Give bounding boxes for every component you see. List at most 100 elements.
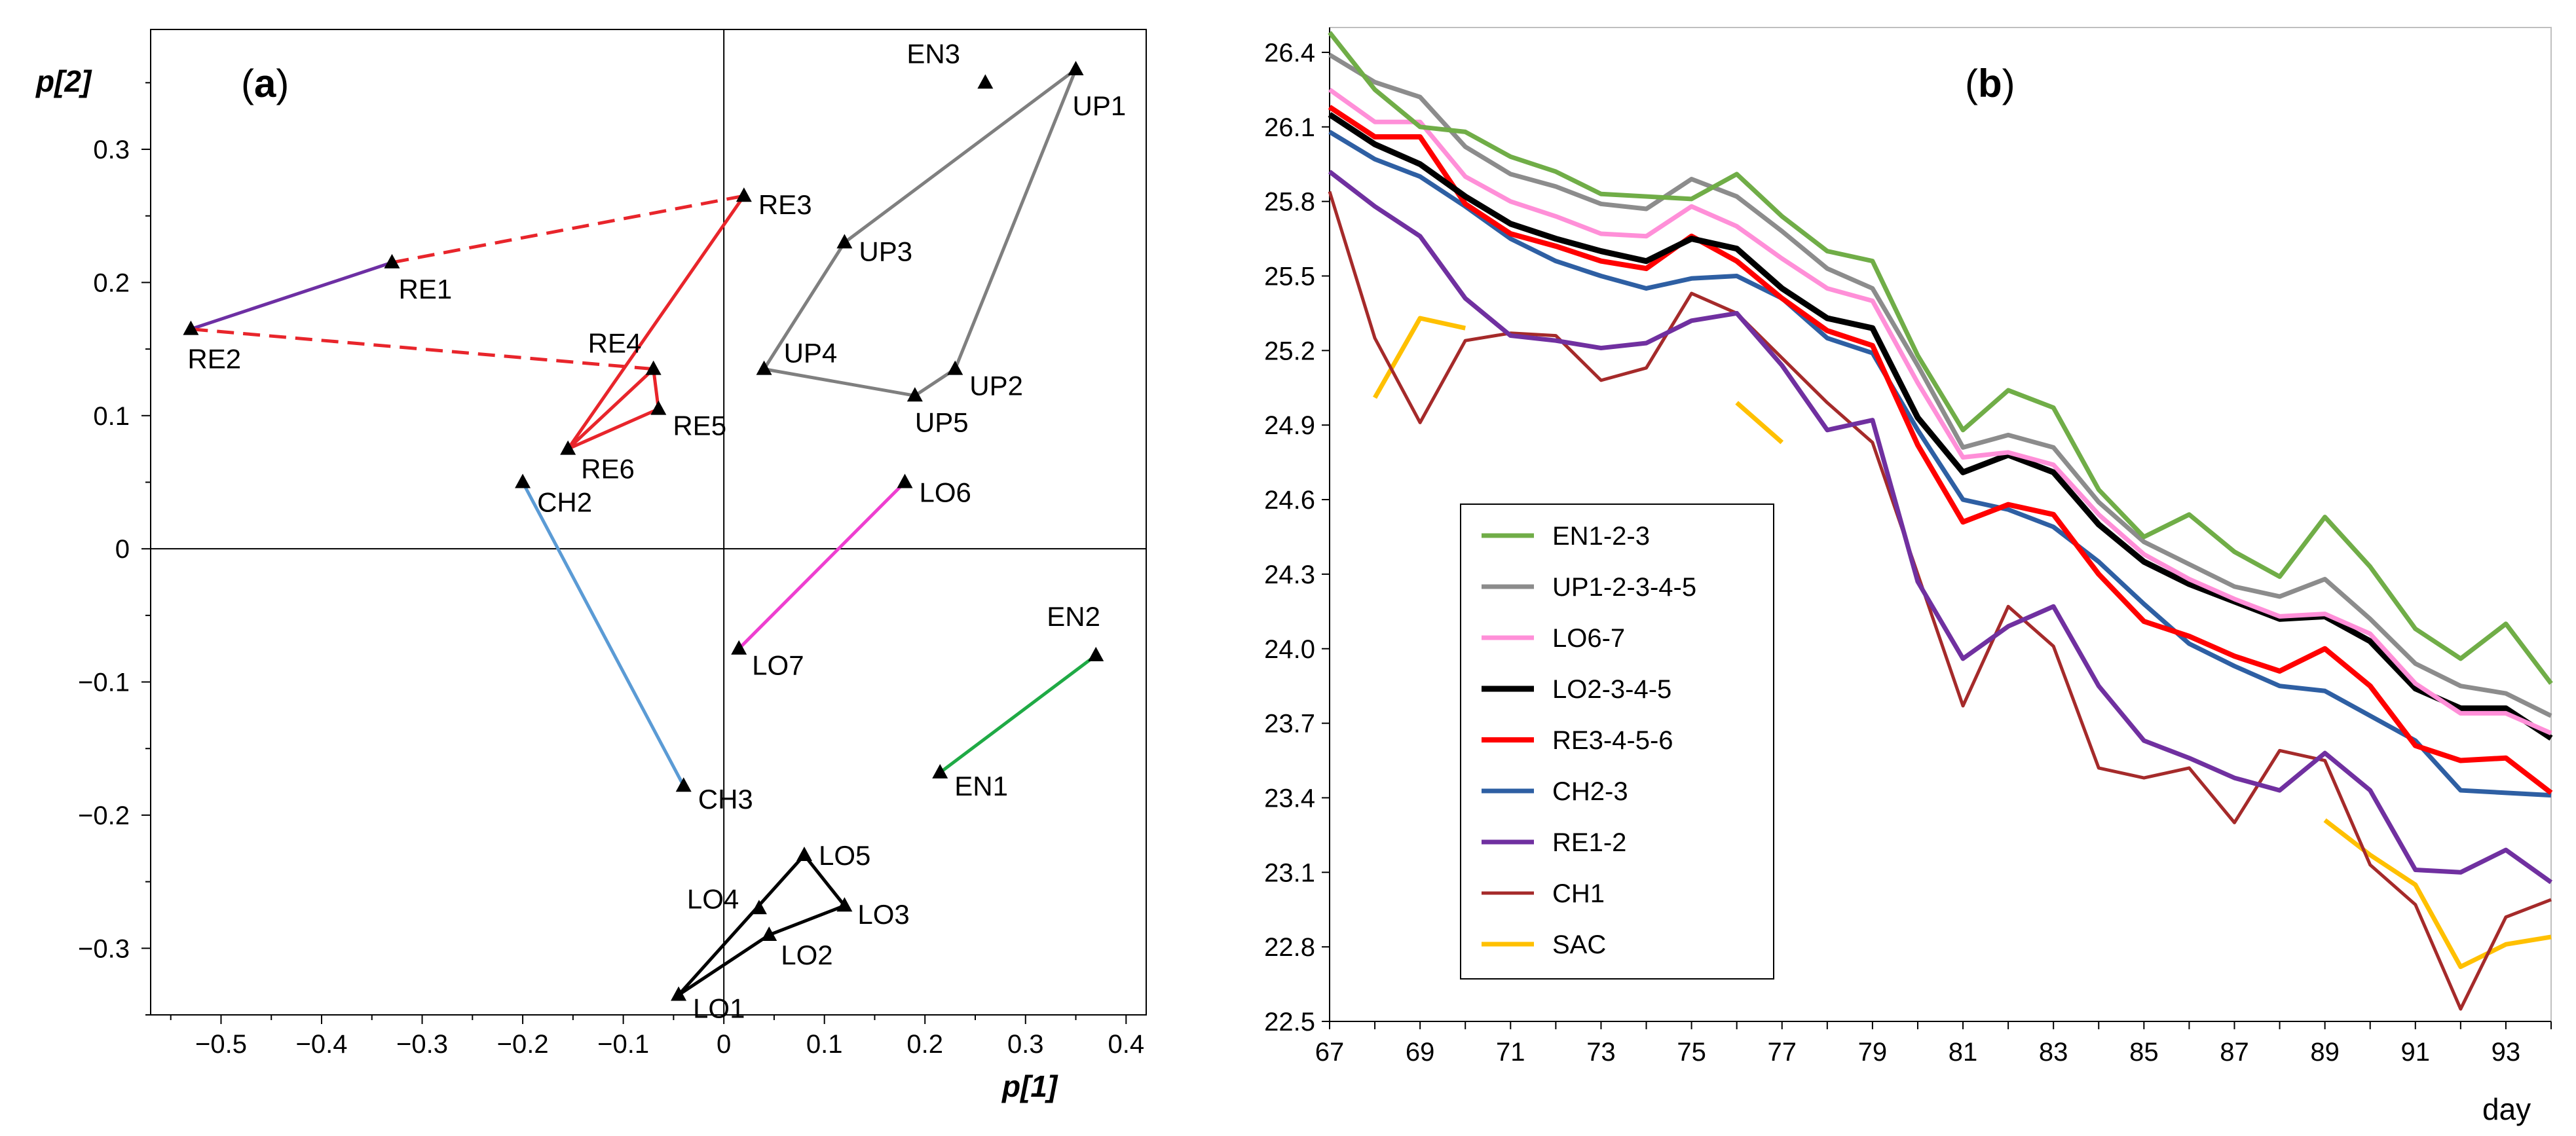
- connection-line: [939, 653, 1097, 774]
- x-tick-label: 0.3: [1007, 1030, 1044, 1059]
- legend-label: CH1: [1552, 879, 1605, 908]
- point-label-re1: RE1: [398, 274, 452, 304]
- x-tick-label: 87: [2220, 1038, 2249, 1067]
- y-tick-label: 23.1: [1264, 858, 1315, 887]
- connection-line: [737, 481, 906, 650]
- point-label-re5: RE5: [673, 411, 726, 441]
- x-tick-label: 85: [2129, 1038, 2159, 1067]
- y-tick-label: 22.8: [1264, 933, 1315, 962]
- y-tick-label: 0: [115, 535, 130, 564]
- y-tick-label: 23.7: [1264, 710, 1315, 739]
- panel-a-zero-lines: [151, 29, 1146, 1015]
- y-tick-label: 0.2: [93, 268, 130, 297]
- point-marker-re3: [736, 187, 752, 202]
- panel-b-line-chart: 22.5 22.8 23.1 23.4 23.7 24.0 24.3 24.6 24.9 25.2…: [1264, 27, 2553, 1126]
- legend-label: CH2-3: [1552, 777, 1628, 806]
- panel-a-title-letter: a: [254, 62, 276, 105]
- panel-a-connections: [190, 68, 1097, 997]
- panel-b-title: (b): [1965, 62, 2015, 105]
- x-tick-label: 81: [1949, 1038, 1978, 1067]
- point-label-ch3: CH3: [698, 784, 753, 815]
- y-tick-label: 0.3: [93, 136, 130, 164]
- panel-b-series: [1328, 31, 2553, 1011]
- point-label-lo6: LO6: [920, 477, 971, 507]
- y-tick-label: 24.0: [1264, 635, 1315, 664]
- legend-label: LO6-7: [1552, 624, 1625, 653]
- x-tick-label: −0.4: [296, 1030, 348, 1059]
- y-tick-label: 25.2: [1264, 337, 1315, 365]
- point-label-lo7: LO7: [752, 650, 804, 681]
- series-line-ch1: [1328, 191, 2552, 1011]
- x-tick-label: −0.3: [396, 1030, 448, 1059]
- series-line-re3-4-5-6: [1328, 105, 2553, 796]
- point-marker-up2: [947, 360, 963, 375]
- point-label-re4: RE4: [588, 328, 642, 359]
- connection-line: [392, 194, 745, 265]
- panel-b-legend: EN1-2-3 UP1-2-3-4-5 LO6-7 LO2-3-4-5 RE3-4-5-…: [1460, 504, 1774, 980]
- panel-b-xlabel: day: [2482, 1092, 2531, 1126]
- panel-a-xlabel: p[1]: [1001, 1069, 1058, 1103]
- point-marker-lo4: [751, 900, 767, 915]
- x-tick-label: 91: [2401, 1038, 2431, 1067]
- y-tick-label: −0.3: [78, 934, 130, 963]
- point-marker-lo3: [836, 897, 853, 912]
- x-tick-label: 0: [717, 1030, 731, 1059]
- point-marker-re4: [645, 360, 662, 375]
- panel-b-title-letter: b: [1978, 62, 2002, 105]
- legend-label: RE1-2: [1552, 828, 1626, 857]
- panel-a-ylabel: p[2]: [35, 64, 92, 98]
- x-tick-label: 93: [2492, 1038, 2521, 1067]
- point-label-re2: RE2: [187, 344, 241, 375]
- series-line-ch2-3: [1328, 130, 2552, 798]
- x-tick-label: 71: [1496, 1038, 1525, 1067]
- x-tick-label: 75: [1677, 1038, 1706, 1067]
- point-marker-lo6: [897, 473, 913, 488]
- legend-label: RE3-4-5-6: [1552, 726, 1673, 755]
- y-tick-label: 24.3: [1264, 560, 1315, 589]
- point-marker-up1: [1068, 61, 1084, 76]
- point-label-re6: RE6: [581, 454, 635, 485]
- point-label-ch2: CH2: [537, 486, 592, 517]
- series-line-en1-2-3: [1328, 31, 2553, 685]
- point-label-lo4: LO4: [687, 883, 739, 914]
- point-marker-en2: [1088, 646, 1104, 661]
- panel-a-plot-frame: [150, 29, 1147, 1016]
- legend-label: UP1-2-3-4-5: [1552, 573, 1696, 602]
- y-tick-label: 23.4: [1264, 784, 1315, 813]
- panel-b-axes: 22.5 22.8 23.1 23.4 23.7 24.0 24.3 24.6 24.9 25.2…: [1264, 27, 2552, 1067]
- series-line-up1-2-3-4-5: [1328, 52, 2552, 718]
- point-marker-en3: [977, 74, 994, 89]
- series-line-sac: [1373, 316, 1466, 399]
- x-tick-label: 79: [1858, 1038, 1888, 1067]
- legend-label: SAC: [1552, 930, 1606, 959]
- panel-a-scatter: −0.5 −0.4 −0.3 −0.2 −0.1 0 0.1 0.2 0.3 0.4 −0.3 −0.…: [35, 29, 1147, 1103]
- point-marker-ch2: [515, 473, 531, 488]
- series-line-re1-2: [1328, 170, 2553, 885]
- y-tick-label: −0.2: [78, 801, 130, 830]
- panel-a-axes: −0.5 −0.4 −0.3 −0.2 −0.1 0 0.1 0.2 0.3 0.4 −0.3 −0.…: [78, 82, 1144, 1059]
- y-tick-label: 25.8: [1264, 188, 1315, 217]
- point-marker-re1: [384, 253, 400, 268]
- x-tick-label: 67: [1315, 1038, 1345, 1067]
- y-tick-label: 26.4: [1264, 39, 1315, 67]
- y-tick-label: −0.1: [78, 669, 130, 697]
- series-line-lo2-3-4-5: [1328, 112, 2553, 741]
- point-label-up5: UP5: [915, 407, 969, 437]
- legend-label: EN1-2-3: [1552, 522, 1650, 551]
- connection-line: [191, 327, 654, 371]
- point-marker-up5: [906, 387, 923, 402]
- point-marker-lo5: [796, 846, 812, 861]
- y-tick-label: 26.1: [1264, 113, 1315, 142]
- point-marker-ch3: [675, 777, 692, 792]
- legend-label: LO2-3-4-5: [1552, 675, 1671, 704]
- y-tick-label: 0.1: [93, 402, 130, 431]
- x-tick-label: −0.5: [195, 1030, 247, 1059]
- point-label-up2: UP2: [969, 371, 1023, 401]
- x-tick-label: 83: [2039, 1038, 2068, 1067]
- point-label-up3: UP3: [859, 236, 912, 266]
- point-label-lo1: LO1: [693, 993, 745, 1023]
- point-label-en2: EN2: [1047, 601, 1100, 632]
- connection-line: [762, 68, 1077, 397]
- point-marker-lo1: [671, 986, 687, 1001]
